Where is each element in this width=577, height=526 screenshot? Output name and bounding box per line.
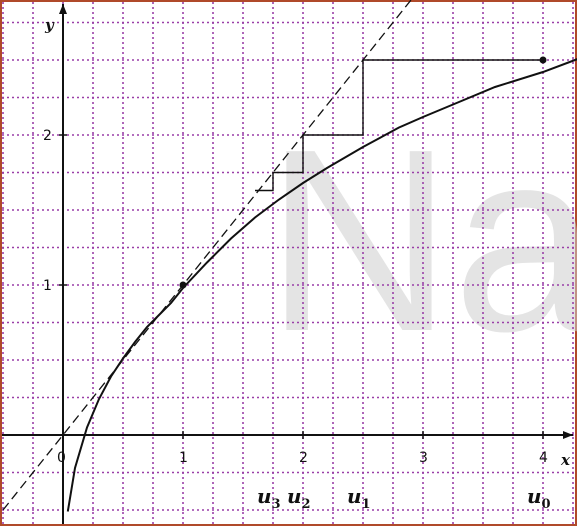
u-annotation-sub: 0 [542,497,551,512]
x-tick-label: 1 [179,450,188,466]
watermark: Na [265,96,577,386]
u-annotation: u1 [347,484,371,512]
u-annotation-main: u [527,484,542,508]
u-annotation-main: u [287,484,302,508]
x-tick-label: 4 [539,450,548,466]
u-annotation-sub: 1 [362,497,371,512]
x-tick-label: 2 [299,450,308,466]
series-line-y-equals-x [2,0,412,511]
u-annotation-main: u [257,484,272,508]
u-annotation-sub: 2 [302,497,311,512]
y-tick-label: 2 [43,128,52,144]
y-axis-arrow [59,4,67,14]
x-tick-label: 3 [419,450,428,466]
u-annotation-main: u [347,484,362,508]
y-tick-label: 1 [43,278,52,294]
axes: 0 1 2 3 4 1 2 [2,4,573,524]
series-cobweb [255,59,543,192]
y-axis-label: y [44,16,55,34]
x-tick-label: 0 [57,450,66,466]
u-annotation: u0 [527,484,551,512]
x-axis-arrow [563,431,573,439]
u-annotation: u3 [257,484,281,512]
series-curve [66,58,577,512]
data-point [539,56,547,64]
u-annotation: u2 [287,484,311,512]
u-annotation-sub: 3 [272,497,281,512]
series-layer [2,0,577,512]
x-axis-label: x [560,451,571,469]
labels-layer: u3 u2 u1 u0 [257,484,551,512]
data-point [179,281,187,289]
